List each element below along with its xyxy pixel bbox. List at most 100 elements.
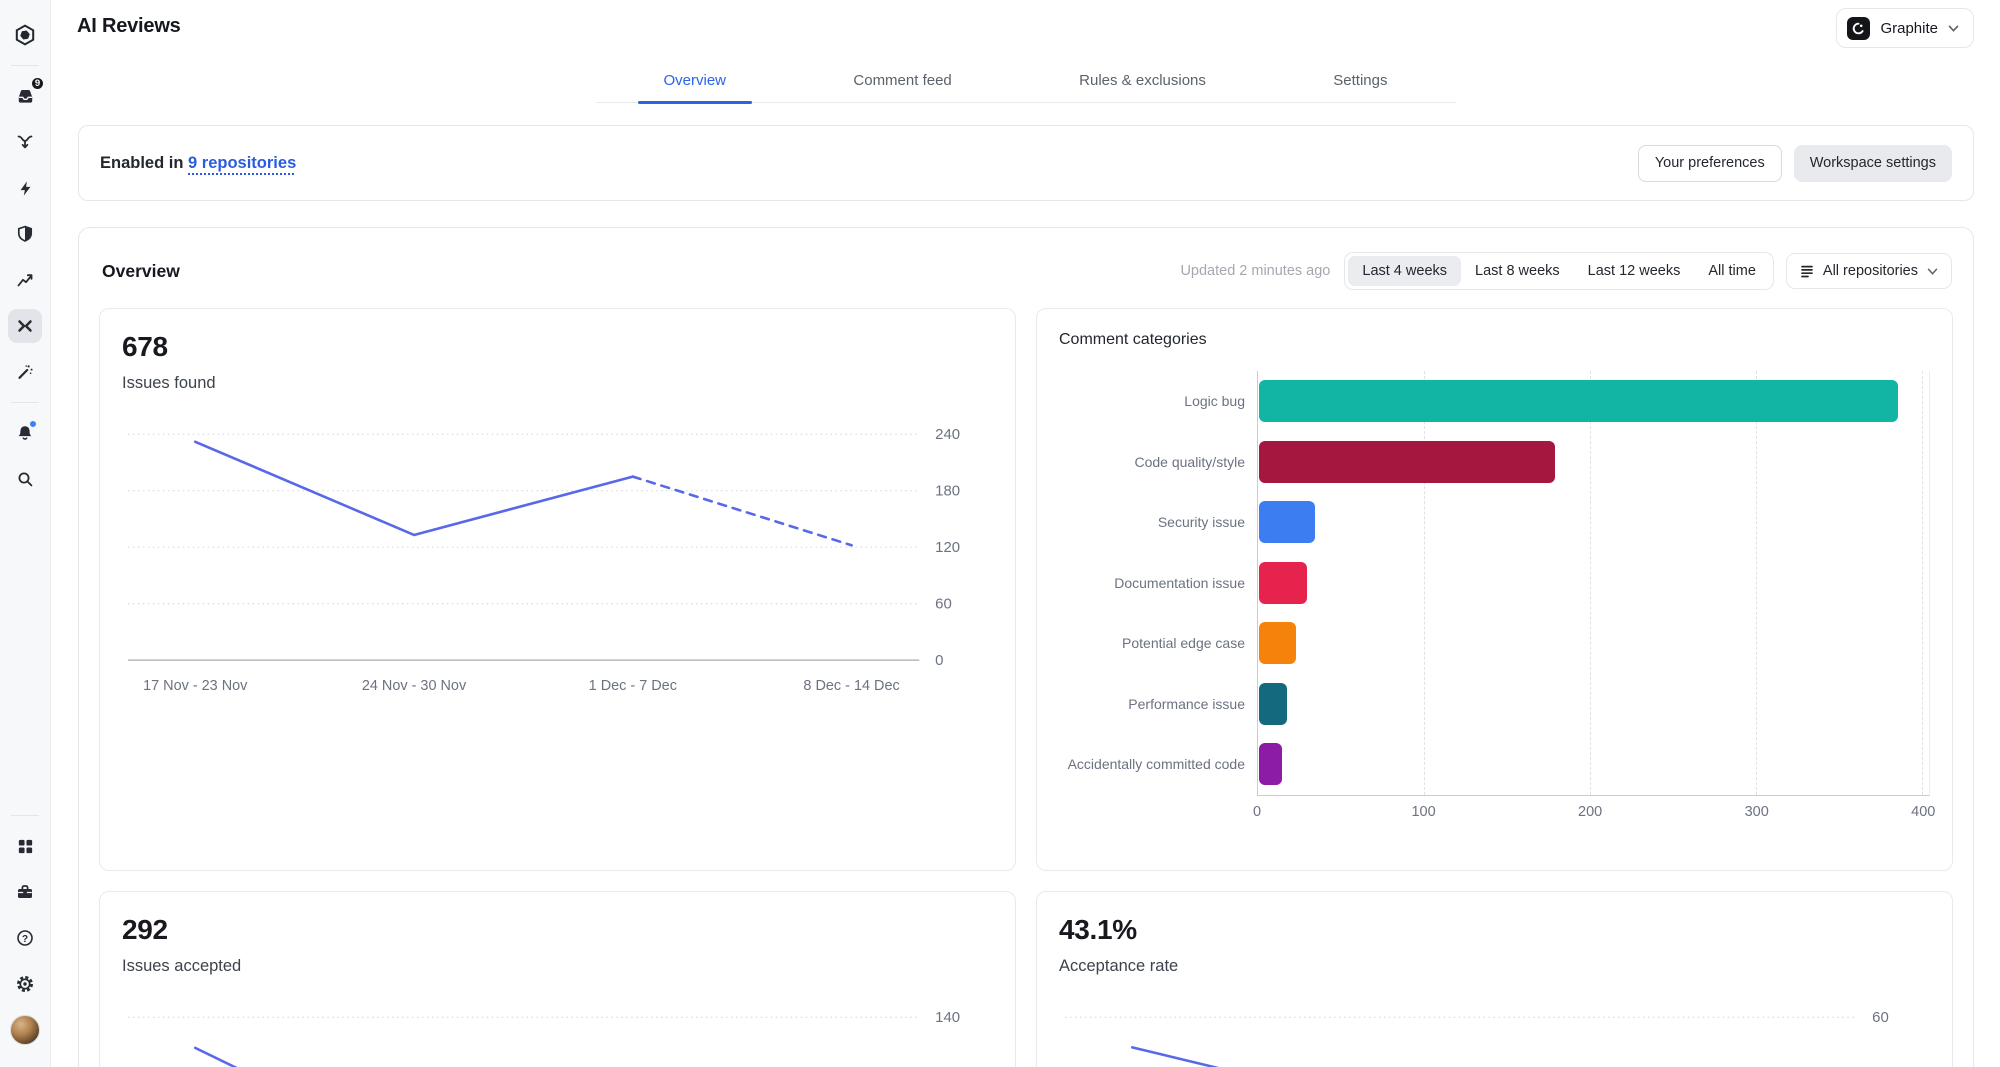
y-tick-label: 140 [935, 1009, 960, 1026]
analytics-chart-icon[interactable] [8, 263, 42, 297]
x-tick-label: 0 [1252, 803, 1262, 820]
repo-list-icon [1801, 265, 1813, 278]
magic-wand-icon[interactable] [8, 355, 42, 389]
issues-accepted-label: Issues accepted [122, 957, 242, 975]
y-tick-label: 105 [935, 1066, 960, 1067]
bar[interactable] [1259, 682, 1288, 725]
gridline [1756, 371, 1758, 795]
your-preferences-button[interactable]: Your preferences [1637, 144, 1782, 182]
apps-grid-icon[interactable] [8, 829, 42, 863]
bar[interactable] [1259, 622, 1296, 665]
x-tick-label: 300 [1744, 803, 1769, 820]
topbar: AI Reviews Graphite Overview Comment fee… [51, 0, 2000, 104]
issues-found-value: 678 [122, 331, 168, 362]
notifications-bell-icon[interactable] [8, 416, 42, 450]
issues-accepted-value: 292 [122, 914, 168, 945]
series-line [193, 1046, 238, 1067]
section-title: Overview [102, 260, 180, 281]
sidebar-divider [11, 65, 39, 66]
bar-category-label: Potential edge case [1122, 635, 1245, 652]
tab-comment-feed[interactable]: Comment feed [853, 72, 952, 89]
bar[interactable] [1259, 743, 1283, 786]
acceptance-rate-value: 43.1% [1059, 914, 1137, 945]
workspace-switcher-button[interactable]: Graphite [1836, 8, 1974, 48]
graphite-logo-icon[interactable] [8, 18, 42, 52]
bar-chart-x-axis: 0 100 200 300 400 [1253, 796, 1935, 822]
issues-found-chart: 0 60 120 180 240 17 Nov - 23 Nov 24 Nov - 30 N… [122, 407, 993, 705]
enabled-repos-banner: Enabled in 9 repositories Your preferenc… [78, 125, 1974, 201]
sidebar-divider [11, 402, 39, 403]
line-chart-svg: 0 60 120 180 240 17 Nov - 23 Nov 24 Nov - 30 N… [127, 426, 960, 694]
range-last-12-weeks[interactable]: Last 12 weeks [1587, 263, 1681, 279]
bar-chart-plot [1257, 371, 1930, 796]
x-tick-label: 17 Nov - 23 Nov [143, 678, 248, 694]
bar[interactable] [1259, 440, 1555, 483]
inbox-icon[interactable]: 9 [8, 76, 45, 113]
updated-timestamp: Updated 2 minutes ago [1180, 263, 1331, 279]
bar-category-label: Logic bug [1184, 393, 1245, 410]
ai-reviews-icon[interactable] [8, 309, 42, 343]
bar-category-label: Security issue [1157, 514, 1245, 531]
x-tick-label: 100 [1411, 803, 1436, 820]
repository-filter-dropdown[interactable]: All repositories [1785, 253, 1952, 289]
search-icon[interactable] [8, 462, 42, 496]
y-tick-label: 240 [935, 426, 960, 443]
issues-found-card: 678 Issues found 0 60 120 180 240 17 Nov - 23… [99, 308, 1016, 871]
main-content: AI Reviews Graphite Overview Comment fee… [51, 0, 2000, 1067]
tab-bar: Overview Comment feed Rules & exclusions… [595, 62, 1456, 104]
x-tick-label: 8 Dec - 14 Dec [803, 678, 899, 694]
overview-section: Overview Updated 2 minutes ago Last 4 we… [78, 227, 1974, 1067]
repositories-link[interactable]: 9 repositories [188, 153, 297, 172]
inbox-badge: 9 [30, 76, 45, 91]
x-tick-label: 200 [1578, 803, 1603, 820]
sidebar-divider [11, 815, 39, 816]
y-tick-label: 0 [935, 652, 943, 669]
bar[interactable] [1259, 561, 1308, 604]
user-avatar[interactable] [8, 1013, 42, 1047]
range-all-time[interactable]: All time [1708, 263, 1756, 279]
bar-category-label: Code quality/style [1134, 453, 1245, 470]
shield-icon[interactable] [8, 217, 42, 251]
workspace-settings-button[interactable]: Workspace settings [1793, 144, 1952, 182]
help-icon[interactable]: ? [8, 921, 42, 955]
toolbox-icon[interactable] [8, 875, 42, 909]
x-tick-label: 400 [1911, 803, 1936, 820]
bar[interactable] [1259, 501, 1316, 544]
gridline [1590, 371, 1592, 795]
range-last-8-weeks[interactable]: Last 8 weeks [1475, 263, 1560, 279]
tab-rules-exclusions[interactable]: Rules & exclusions [1079, 72, 1206, 89]
gridline [1922, 371, 1924, 795]
bar[interactable] [1259, 380, 1899, 423]
y-tick-label: 45 [1872, 1066, 1889, 1067]
svg-text:?: ? [22, 934, 28, 945]
y-tick-label: 60 [935, 596, 952, 613]
comment-categories-chart: Logic bug Code quality/style Security issu… [1059, 371, 1935, 822]
x-tick-label: 1 Dec - 7 Dec [589, 678, 677, 694]
tab-settings[interactable]: Settings [1333, 72, 1388, 89]
repo-filter-label: All repositories [1822, 263, 1918, 279]
bar-category-label: Documentation issue [1114, 574, 1245, 591]
lightning-icon[interactable] [8, 171, 42, 205]
sidebar: 9 [0, 0, 51, 1067]
tab-overview[interactable]: Overview [637, 62, 753, 104]
time-range-selector: Last 4 weeks Last 8 weeks Last 12 weeks … [1344, 252, 1774, 290]
bar-category-label: Accidentally committed code [1067, 756, 1245, 773]
merge-icon[interactable] [8, 125, 42, 159]
page-title: AI Reviews [77, 15, 181, 37]
chevron-down-icon [1948, 25, 1959, 32]
range-last-4-weeks[interactable]: Last 4 weeks [1348, 256, 1462, 286]
y-tick-label: 120 [935, 539, 960, 556]
comment-categories-card: Comment categories Logic bug Code quality… [1036, 308, 1953, 871]
workspace-logo-icon [1847, 16, 1871, 40]
issues-found-label: Issues found [122, 374, 216, 392]
series-line-projected [631, 475, 853, 547]
enabled-in-text: Enabled in 9 repositories [100, 153, 297, 172]
y-tick-label: 180 [935, 483, 960, 500]
gridline [1424, 371, 1426, 795]
settings-gear-icon[interactable] [8, 967, 42, 1001]
comment-categories-title: Comment categories [1059, 331, 1207, 348]
